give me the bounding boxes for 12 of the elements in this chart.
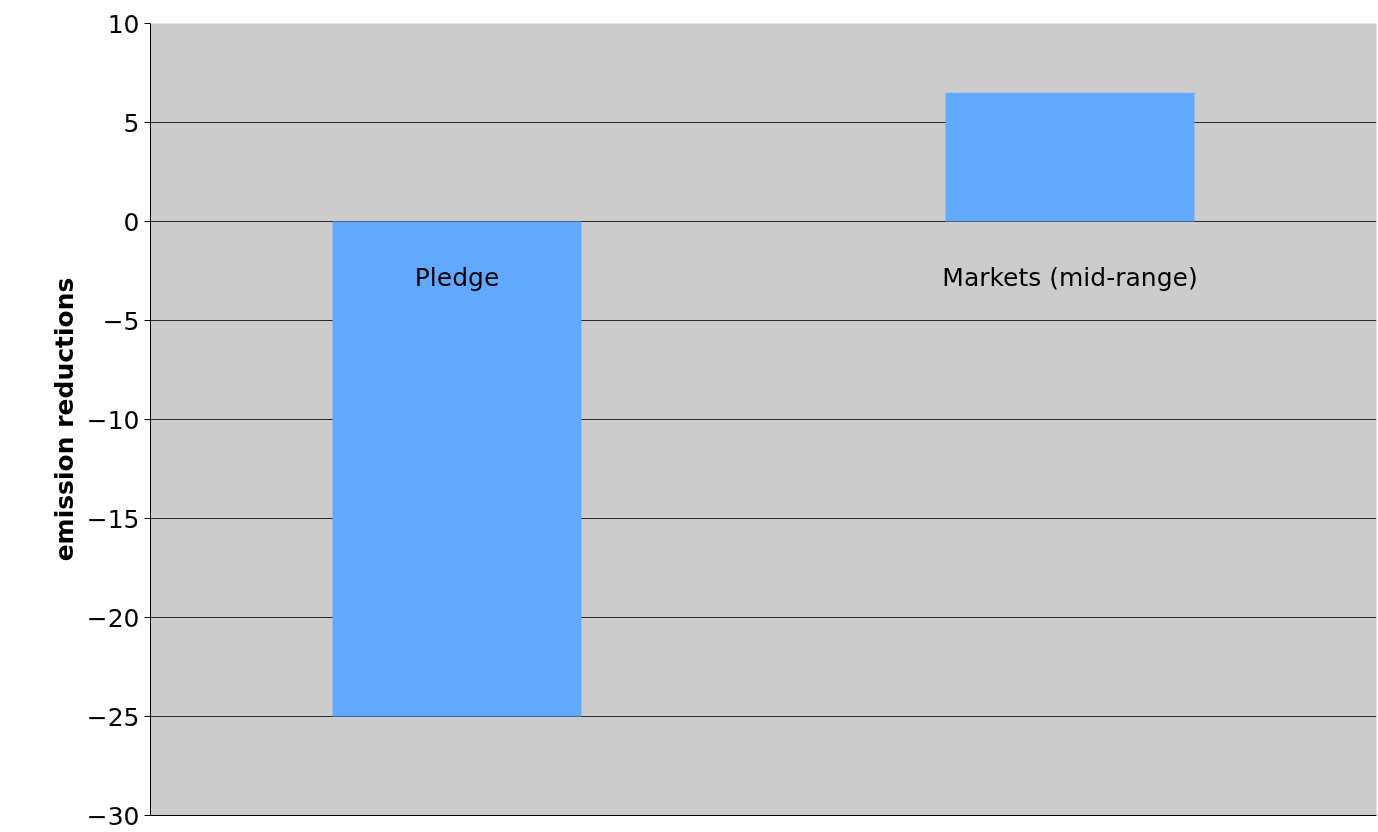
y-tick-label: −20 — [86, 603, 140, 633]
y-tick-label: 10 — [107, 9, 140, 39]
y-tick-label: −15 — [86, 504, 140, 534]
y-tick-label: −30 — [86, 801, 140, 831]
y-tick-label: 0 — [123, 207, 140, 237]
x-tick-label: Markets (mid-range) — [942, 263, 1198, 292]
x-tick-label: Pledge — [414, 263, 500, 292]
y-tick-label: −5 — [102, 306, 140, 336]
y-tick-label: 5 — [123, 108, 140, 138]
y-tick-label: −25 — [86, 702, 140, 732]
y-tick-label: −10 — [86, 405, 140, 435]
y-axis-title: emission reductions — [49, 277, 79, 562]
